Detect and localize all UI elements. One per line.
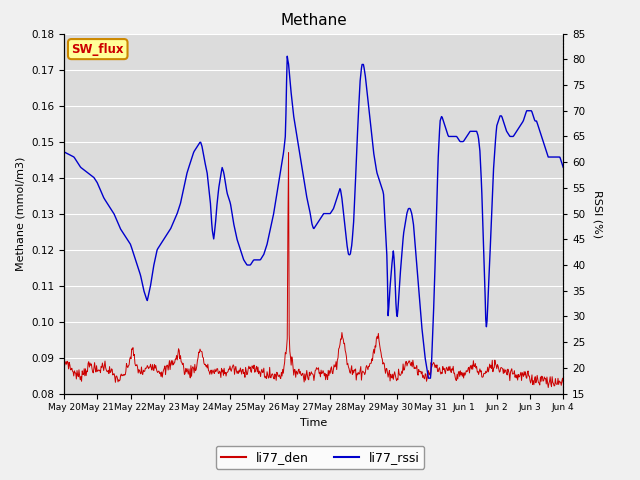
X-axis label: Time: Time	[300, 418, 327, 428]
li77_den	[365, 364, 373, 370]
li77_den	[236, 367, 243, 373]
Line: li77_rssi: li77_rssi	[64, 56, 563, 378]
li77_rssi	[559, 165, 567, 170]
Title: Methane: Methane	[280, 13, 347, 28]
Y-axis label: Methane (mmol/m3): Methane (mmol/m3)	[15, 156, 26, 271]
li77_rssi	[211, 231, 218, 237]
li77_den	[559, 380, 567, 386]
Line: li77_den: li77_den	[64, 153, 563, 387]
li77_den	[394, 376, 401, 382]
Text: SW_flux: SW_flux	[72, 43, 124, 56]
li77_rssi	[119, 229, 127, 235]
li77_rssi	[394, 313, 401, 319]
li77_rssi	[254, 257, 262, 263]
li77_den	[285, 150, 292, 156]
li77_den	[119, 372, 127, 378]
li77_rssi	[424, 375, 432, 381]
li77_den	[254, 364, 262, 370]
li77_den	[60, 357, 68, 363]
Y-axis label: RSSI (%): RSSI (%)	[592, 190, 602, 238]
li77_rssi	[365, 109, 373, 115]
li77_den	[211, 371, 218, 376]
li77_den	[545, 384, 552, 390]
li77_rssi	[284, 53, 291, 59]
li77_rssi	[236, 243, 243, 249]
Legend: li77_den, li77_rssi: li77_den, li77_rssi	[216, 446, 424, 469]
li77_rssi	[60, 149, 68, 155]
